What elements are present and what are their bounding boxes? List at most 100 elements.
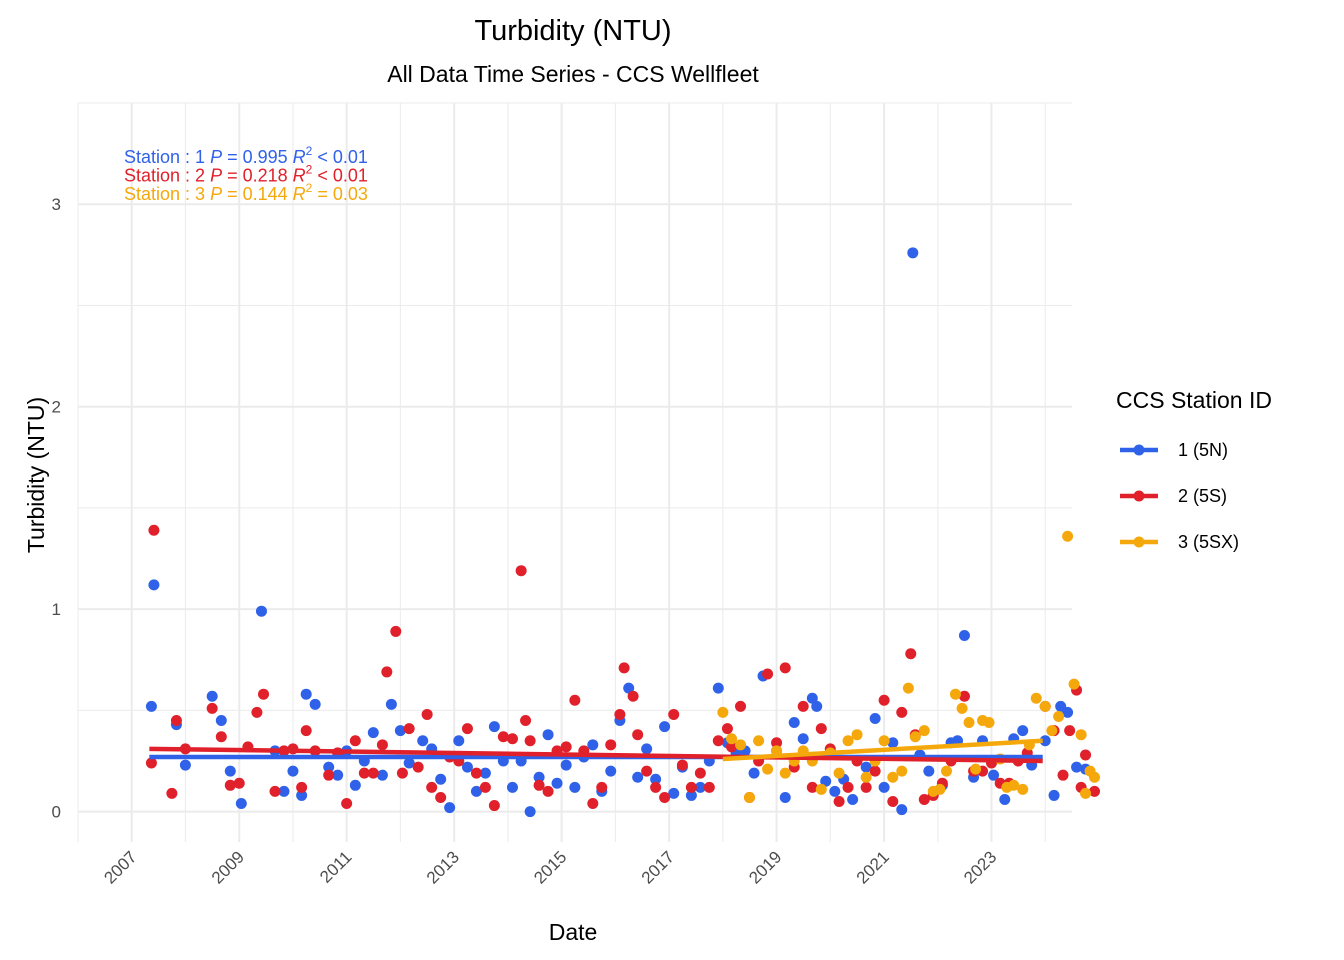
legend-title: CCS Station ID [1116, 387, 1272, 413]
data-point [717, 706, 729, 718]
x-tick-label: 2011 [316, 847, 355, 886]
data-point [779, 767, 791, 779]
data-point [712, 735, 724, 747]
data-point [918, 793, 930, 805]
stats-annotation: Station : 2 P = 0.218 R2 < 0.01 [124, 163, 368, 186]
data-point [907, 247, 919, 259]
data-point [224, 779, 236, 791]
data-point [896, 765, 908, 777]
data-point [426, 781, 438, 793]
data-point [762, 763, 774, 775]
data-point [878, 781, 890, 793]
data-point [1057, 769, 1069, 781]
y-tick-label: 1 [52, 600, 61, 619]
legend: 1 (5N) 2 (5S) 3 (5SX) [1120, 440, 1239, 552]
data-point [569, 781, 581, 793]
data-point [726, 741, 738, 753]
data-point [1046, 725, 1058, 737]
trend-line [722, 738, 1043, 762]
data-point [833, 796, 845, 808]
data-point [820, 775, 832, 787]
data-point [842, 735, 854, 747]
data-point [983, 717, 995, 729]
data-point [815, 723, 827, 735]
data-point [421, 708, 433, 720]
data-point [166, 787, 178, 799]
data-point [958, 690, 970, 702]
data-point [623, 682, 635, 694]
data-point [179, 759, 191, 771]
data-point [1039, 735, 1051, 747]
data-point [435, 791, 447, 803]
data-point [1071, 761, 1083, 773]
data-point [685, 789, 697, 801]
data-point [940, 765, 952, 777]
y-tick-label: 3 [52, 195, 61, 214]
y-axis-label: Turbidity (NTU) [23, 397, 49, 553]
data-point [641, 743, 653, 755]
data-point [403, 757, 415, 769]
data-point [614, 708, 626, 720]
data-point [461, 723, 473, 735]
data-point [605, 739, 617, 751]
data-point [148, 579, 160, 591]
data-point [1030, 692, 1042, 704]
data-point [958, 629, 970, 641]
data-point [587, 798, 599, 810]
data-point [470, 767, 482, 779]
data-point [224, 765, 236, 777]
data-point [349, 779, 361, 791]
data-point [206, 702, 218, 714]
data-point [1053, 710, 1065, 722]
data-point [542, 729, 554, 741]
data-point [1039, 700, 1051, 712]
data-point [842, 781, 854, 793]
data-point [551, 777, 563, 789]
data-point [743, 791, 755, 803]
x-axis-label: Date [549, 919, 598, 945]
data-point [650, 773, 662, 785]
data-point [851, 729, 863, 741]
legend-label: 2 (5S) [1178, 486, 1227, 506]
x-tick-label: 2023 [960, 847, 1000, 887]
data-point [520, 715, 532, 727]
y-tick-label: 2 [52, 398, 61, 417]
data-point [412, 761, 424, 773]
data-point [815, 783, 827, 795]
data-point [206, 690, 218, 702]
data-points [145, 247, 1101, 818]
data-point [367, 767, 379, 779]
data-point [524, 735, 536, 747]
data-point [970, 763, 982, 775]
x-tick-label: 2019 [745, 847, 785, 887]
data-point [296, 789, 308, 801]
data-point [524, 806, 536, 818]
data-point [349, 735, 361, 747]
data-point [278, 785, 290, 797]
legend-key-point [1133, 490, 1145, 502]
data-point [394, 725, 406, 737]
data-point [1062, 706, 1074, 718]
data-point [694, 781, 706, 793]
data-point [735, 700, 747, 712]
data-point [296, 781, 308, 793]
data-point [949, 688, 961, 700]
data-point [676, 759, 688, 771]
data-point [887, 737, 899, 749]
data-point [668, 787, 680, 799]
data-point [847, 793, 859, 805]
stats-annotation: Station : 1 P = 0.995 R2 < 0.01 [124, 144, 368, 167]
data-point [860, 781, 872, 793]
data-point [323, 761, 335, 773]
data-point [748, 767, 760, 779]
y-tick-labels: 0 1 2 3 [52, 195, 61, 821]
legend-key-point [1133, 536, 1145, 548]
data-point [1068, 678, 1080, 690]
data-point [726, 733, 738, 745]
data-point [627, 690, 639, 702]
data-point [788, 717, 800, 729]
data-point [735, 739, 747, 751]
data-point [934, 783, 946, 795]
data-point [488, 800, 500, 812]
y-tick-label: 0 [52, 803, 61, 822]
